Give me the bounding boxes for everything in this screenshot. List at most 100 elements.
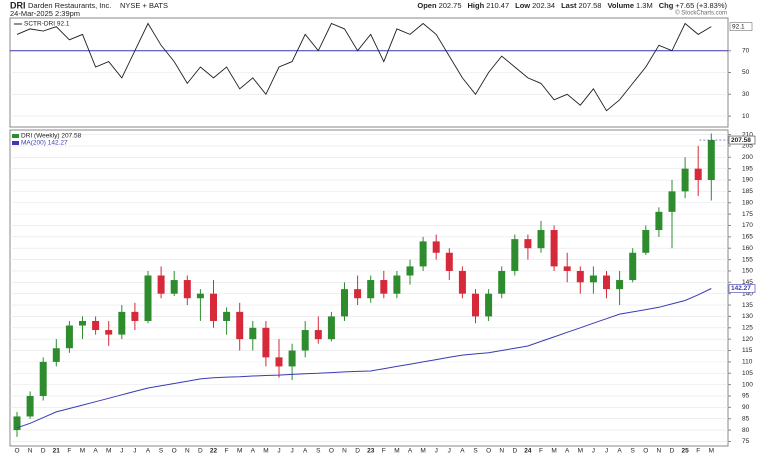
y-tick-label: 185: [742, 188, 753, 195]
x-tick-label: 21: [53, 448, 61, 455]
candle-body: [524, 239, 532, 249]
candle-body: [144, 275, 152, 321]
candle-body: [616, 280, 624, 290]
x-tick-label: M: [420, 448, 425, 455]
x-tick-label: O: [172, 448, 177, 455]
quote-label: High: [468, 1, 485, 10]
candle-body: [236, 311, 244, 340]
x-tick-label: D: [198, 448, 203, 455]
quote-value: 202.75: [439, 1, 462, 10]
x-tick-label: F: [225, 448, 229, 455]
y-tick-label: 145: [742, 279, 753, 286]
candle-body: [210, 293, 217, 321]
candle-body: [183, 280, 191, 299]
candle-body: [380, 280, 388, 294]
x-tick-label: 24: [524, 448, 532, 455]
y-tick-label: 200: [742, 154, 753, 161]
candle-body: [642, 230, 650, 253]
x-tick-label: N: [657, 448, 662, 455]
y-tick-label: 30: [742, 91, 750, 98]
quote-value: 202.34: [532, 1, 555, 10]
candle-body: [537, 230, 545, 249]
x-tick-label: F: [696, 448, 700, 455]
candle-body: [301, 330, 309, 351]
y-tick-label: 130: [742, 313, 753, 320]
candle-body: [105, 330, 113, 335]
candle-body: [223, 311, 231, 321]
y-tick-label: 155: [742, 256, 753, 263]
x-tick-label: M: [80, 448, 85, 455]
quote-label: Chg: [659, 1, 674, 10]
x-tick-label: M: [578, 448, 583, 455]
x-tick-label: A: [146, 448, 151, 455]
candle-body: [472, 293, 479, 317]
candle-body: [406, 266, 414, 276]
x-tick-label: F: [382, 448, 386, 455]
price-panel: [9, 129, 729, 447]
x-tick-label: A: [303, 448, 308, 455]
y-tick-label: 70: [742, 47, 750, 54]
candle-body: [92, 320, 100, 331]
candle-body: [550, 230, 558, 267]
x-tick-label: O: [643, 448, 648, 455]
y-tick-label: 170: [742, 222, 753, 229]
y-tick-label: 195: [742, 165, 753, 172]
sctr-line: [16, 22, 712, 112]
x-tick-label: 22: [210, 448, 218, 455]
candle-body: [196, 293, 204, 299]
x-tick-label: F: [67, 448, 71, 455]
y-tick-label: 140: [742, 290, 753, 297]
x-tick-label: 23: [367, 448, 375, 455]
candle-body: [511, 239, 519, 271]
candle-body: [485, 293, 493, 317]
quote-label: Last: [561, 1, 577, 10]
candle-body: [170, 280, 178, 294]
x-tick-label: D: [355, 448, 360, 455]
attribution: © StockCharts.com: [675, 10, 727, 17]
x-tick-label: F: [539, 448, 543, 455]
y-tick-label: 120: [742, 336, 753, 343]
candle-body: [668, 191, 676, 212]
quote-label: Open: [417, 1, 437, 10]
candle-body: [393, 275, 401, 294]
x-tick-label: J: [448, 448, 451, 455]
last-value-label: 142.27: [731, 285, 751, 292]
x-tick-label: S: [631, 448, 636, 455]
x-tick-label: J: [592, 448, 595, 455]
symbol: DRI: [10, 0, 26, 10]
candle-body: [79, 320, 86, 326]
candle-body: [681, 168, 689, 192]
x-tick-label: O: [14, 448, 19, 455]
candle-body: [275, 357, 283, 367]
candle-body: [603, 275, 610, 290]
x-tick-label: D: [670, 448, 675, 455]
last-value-label: 92.1: [732, 23, 745, 30]
x-tick-label: N: [28, 448, 33, 455]
candle-body: [445, 252, 453, 271]
candle-body: [288, 350, 296, 367]
quote-value: +7.65 (+3.83%): [675, 1, 727, 10]
candle-body: [327, 316, 335, 340]
y-tick-label: 160: [742, 245, 753, 252]
candle-body: [655, 211, 663, 231]
x-tick-label: N: [499, 448, 504, 455]
candle-body: [694, 168, 702, 181]
legend-swatch: [12, 141, 19, 145]
x-tick-label: M: [394, 448, 399, 455]
company: Darden Restaurants, Inc.: [28, 1, 111, 10]
x-tick-label: M: [106, 448, 111, 455]
candle-body: [249, 327, 257, 340]
candle-body: [707, 140, 715, 181]
last-value-box: [728, 284, 756, 293]
y-tick-label: 150: [742, 268, 753, 275]
exchange: NYSE + BATS: [120, 1, 168, 10]
x-tick-label: D: [512, 448, 517, 455]
candle-body: [589, 275, 597, 283]
candle-body: [26, 395, 34, 417]
y-tick-label: 125: [742, 325, 753, 332]
y-tick-label: 105: [742, 370, 753, 377]
candle-body: [498, 270, 506, 294]
x-tick-label: A: [93, 448, 98, 455]
last-value-label: 207.58: [731, 137, 751, 144]
x-tick-label: 25: [681, 448, 689, 455]
